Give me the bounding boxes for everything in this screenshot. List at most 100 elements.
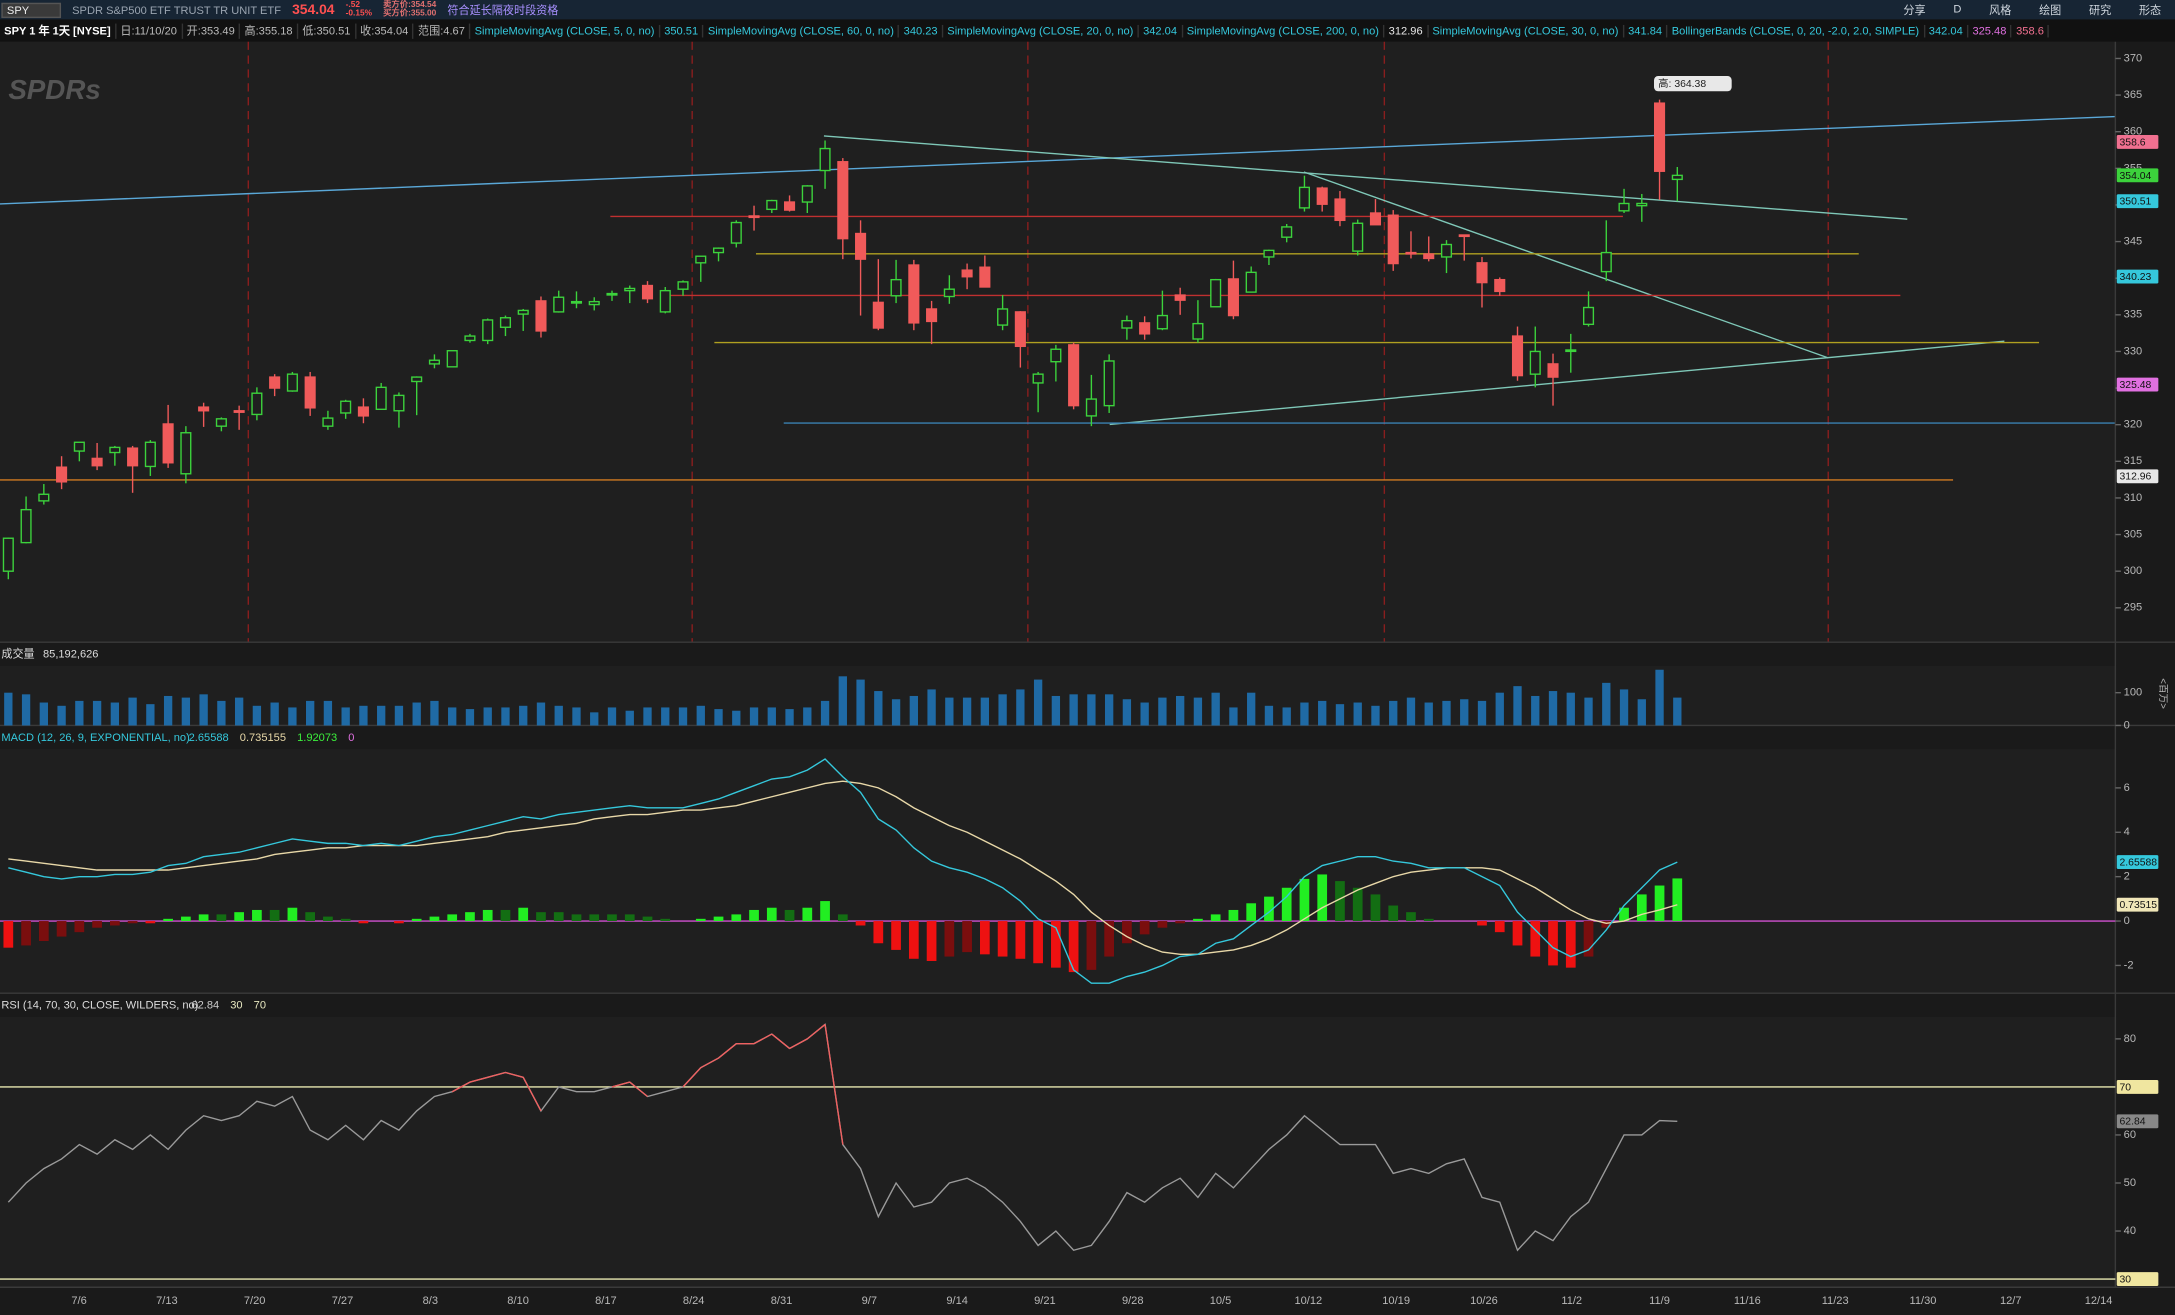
candle-body [997, 308, 1009, 326]
toolbar-button[interactable]: 绘图 [2039, 3, 2062, 16]
price-tag [2116, 168, 2159, 183]
macd-histogram [784, 909, 795, 922]
volume-bar [1335, 704, 1345, 726]
volume-bar [625, 710, 634, 726]
volume-bar [1655, 669, 1664, 726]
candle-body [588, 300, 600, 306]
macd-histogram [1548, 921, 1558, 966]
volume-bar [199, 694, 208, 726]
price-tag-label: 350.51 [2120, 197, 2152, 208]
candle-body [1352, 222, 1364, 252]
candle-body [20, 508, 32, 544]
chart-label[interactable]: SPY 1 年 1天 [NYSE] [0, 22, 117, 39]
volume-bar [1229, 707, 1238, 726]
study-label[interactable]: BollingerBands (CLOSE, 0, 20, -2.0, 2.0,… [1668, 24, 1925, 37]
macd-histogram [1157, 921, 1168, 928]
toolbar-button[interactable]: 研究 [2089, 3, 2112, 16]
macd-histogram [553, 912, 564, 922]
volume-bar [590, 712, 599, 726]
macd-histogram [305, 912, 316, 922]
x-tick-label: 10/26 [1470, 1295, 1498, 1307]
panel-readout: 0.735155 [240, 732, 286, 744]
y-tick-label: 4 [2124, 826, 2130, 838]
candle-body [357, 406, 369, 417]
candle-body [1565, 349, 1577, 353]
toolbar-button[interactable]: 形态 [2138, 3, 2162, 16]
y-tick-label: 40 [2124, 1225, 2136, 1237]
macd-histogram [944, 921, 955, 957]
panel-label: RSI (14, 70, 30, CLOSE, WILDERS, no) [1, 1000, 198, 1012]
study-label[interactable]: SimpleMovingAvg (CLOSE, 20, 0, no) [943, 24, 1139, 37]
macd-histogram [1299, 878, 1310, 922]
rsi-overbought [806, 1023, 826, 1040]
volume-bar [856, 679, 865, 726]
x-tick-label: 9/21 [1034, 1295, 1056, 1307]
volume-bar [1211, 692, 1220, 726]
volume-bar [57, 705, 66, 726]
volume-bar [1282, 707, 1291, 726]
toolbar-button[interactable]: 风格 [1989, 3, 2012, 16]
candle-body [269, 376, 281, 389]
macd-histogram [891, 921, 901, 950]
x-tick-label: 9/7 [862, 1295, 877, 1307]
candle-body [1458, 234, 1470, 238]
ohlc-field: 收:354.04 [356, 22, 414, 39]
rsi-overbought [611, 1081, 630, 1088]
candle-body [1334, 198, 1346, 222]
x-tick-label: 7/13 [156, 1295, 178, 1307]
volume-bar [483, 707, 492, 726]
volume-bar [945, 697, 954, 726]
symbol-input[interactable]: SPY [1, 2, 62, 18]
volume-bar [838, 676, 847, 726]
y-tick-label: 310 [2124, 492, 2142, 504]
candle-body [570, 300, 583, 304]
study-value: 340.23 [899, 24, 944, 37]
panel-label: 成交量 [1, 647, 34, 661]
macd-histogram [660, 918, 671, 922]
volume-bar [1300, 702, 1309, 726]
x-tick-label: 11/16 [1734, 1295, 1761, 1307]
volume-bar [1069, 694, 1078, 726]
volume-bar [1193, 697, 1203, 726]
macd-histogram [394, 921, 404, 924]
volume-bar [1602, 682, 1611, 726]
rsi-overbought [771, 1033, 790, 1050]
x-tick-label: 11/9 [1649, 1295, 1670, 1307]
volume-bar [572, 707, 581, 726]
candle-body [908, 264, 920, 324]
rsi-overbought [824, 1024, 844, 1145]
ohlc-field: 高:355.18 [240, 22, 299, 39]
ohlc-field: 开:353.49 [182, 22, 241, 39]
study-label[interactable]: SimpleMovingAvg (CLOSE, 5, 0, no) [470, 24, 661, 37]
study-label[interactable]: SimpleMovingAvg (CLOSE, 60, 0, no) [704, 24, 900, 37]
volume-bar [501, 707, 510, 726]
toolbar-button[interactable]: 分享 [1903, 3, 1926, 16]
macd-histogram [908, 921, 919, 959]
candle-body [1529, 350, 1541, 375]
study-label[interactable]: SimpleMovingAvg (CLOSE, 30, 0, no) [1428, 24, 1624, 37]
candle-body [322, 417, 334, 427]
session: 符合延长隔夜时段资格 [447, 3, 559, 16]
study-value: 312.96 [1385, 24, 1429, 37]
macd-histogram [1530, 921, 1541, 957]
candle-body [1263, 249, 1275, 258]
macd-histogram [1122, 921, 1132, 944]
volume-bar [341, 707, 350, 726]
macd-histogram [127, 921, 138, 924]
candle-body [1582, 306, 1595, 326]
candle-body [73, 441, 85, 452]
macd-histogram [1193, 918, 1203, 922]
macd-histogram [92, 921, 102, 928]
study-label[interactable]: SimpleMovingAvg (CLOSE, 200, 0, no) [1183, 24, 1385, 37]
panel-readout: 62.84 [191, 1000, 219, 1012]
candle-body [1440, 243, 1453, 258]
macd-histogram [855, 921, 866, 926]
macd-histogram [1494, 921, 1505, 933]
price-tag-label: 340.23 [2120, 272, 2152, 283]
volume-bar [874, 691, 883, 726]
volume-bar [1619, 689, 1629, 726]
macd-histogram [1317, 874, 1328, 922]
toolbar-button[interactable]: D [1953, 2, 1962, 15]
y-tick-label: 320 [2124, 419, 2142, 431]
volume-bar [696, 705, 705, 726]
